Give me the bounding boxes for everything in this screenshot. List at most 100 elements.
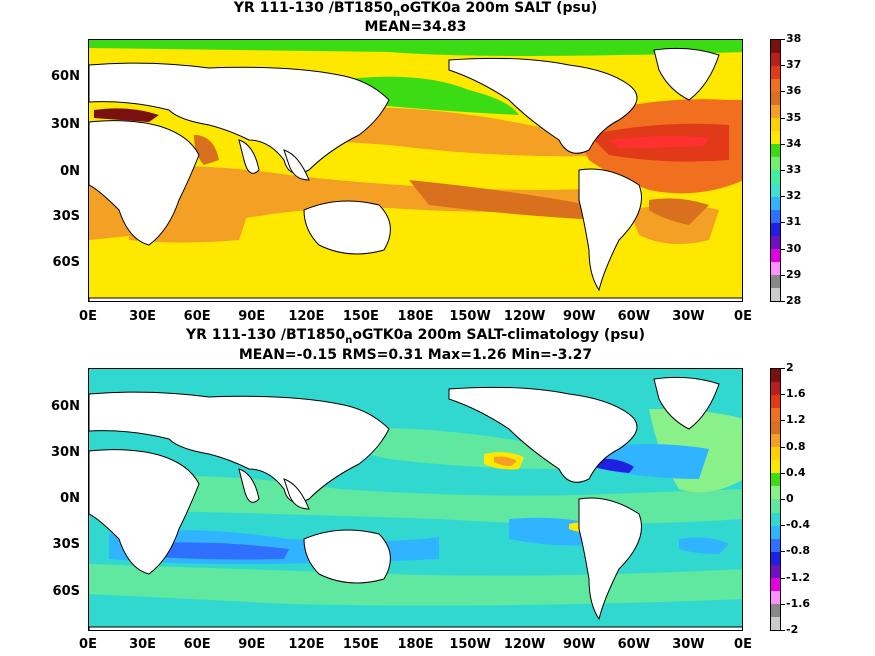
top-colorbar-label: 38 [786,32,802,45]
bottom-colorbar-swatch [771,512,780,526]
top-colorbar-swatch [771,209,780,223]
bottom-colorbar-tick [781,368,785,369]
top-xlabel: 0E [734,309,752,324]
bottom-ylabel-30s: 30S [52,537,80,552]
top-ylabel-30n: 30N [51,117,80,132]
top-title: YR 111-130 /BT1850noGTK0a 200m SALT (psu… [233,0,598,19]
bottom-colorbar-swatch [771,460,780,474]
top-stats: MEAN=34.83 [364,19,467,35]
top-xlabel: 60W [617,309,651,324]
bottom-colorbar-tick [781,499,785,500]
bottom-xlabel: 150E [342,637,379,652]
top-colorbar-tick [781,248,785,250]
top-colorbar-label: 32 [786,189,802,203]
bottom-colorbar-tick [781,630,785,631]
bottom-colorbar-swatch [771,603,780,617]
top-xlabel: 60E [183,309,211,324]
bottom-colorbar-swatch [771,486,780,500]
bottom-xlabel: 0E [79,637,97,652]
top-colorbar-tick [781,170,785,171]
top-colorbar-swatch [771,92,780,106]
bottom-colorbar-tick [781,472,785,474]
top-colorbar-swatch [771,196,780,210]
top-colorbar-label: 36 [786,84,802,98]
bottom-colorbar-label: 1.2 [786,413,806,427]
top-colorbar-label: 31 [786,215,802,229]
top-xlabel: 90W [563,309,596,324]
bottom-colorbar [770,368,781,631]
top-colorbar-swatch [771,170,780,184]
top-ylabel-60n: 60N [51,69,80,84]
bottom-colorbar-tick [781,551,785,553]
top-ylabel-30s: 30S [52,209,80,224]
top-colorbar-tick [781,65,785,67]
top-colorbar-label: 37 [786,58,802,72]
top-colorbar-tick [781,39,785,40]
bottom-colorbar-swatch [771,525,780,539]
bottom-ylabel-60n: 60N [51,399,80,414]
bottom-colorbar-tick [781,525,785,527]
bottom-colorbar-swatch [771,369,780,383]
bottom-colorbar-swatch [771,434,780,448]
top-colorbar-tick [781,301,785,302]
bottom-colorbar-tick [781,446,785,448]
bottom-colorbar-label: -0.4 [786,518,811,532]
top-colorbar-swatch [771,66,780,80]
bottom-ylabel-0n: 0N [60,491,80,506]
bottom-colorbar-swatch [771,564,780,578]
top-colorbar-swatch [771,118,780,132]
top-ylabel-0n: 0N [60,164,80,179]
bottom-anomaly-map [88,368,743,631]
bottom-colorbar-label: -0.8 [786,544,811,558]
top-xlabel: 0E [79,309,97,324]
bottom-colorbar-swatch [771,408,780,422]
top-colorbar-label: 33 [786,163,802,176]
top-colorbar-label: 35 [786,110,802,124]
top-colorbar-tick [781,91,785,93]
bottom-xlabel: 60E [183,637,211,652]
top-colorbar-tick [781,196,785,198]
top-colorbar-swatch [771,105,780,119]
bottom-colorbar-swatch [771,616,780,630]
bottom-colorbar-swatch [771,551,780,565]
top-xlabel: 150E [342,309,379,324]
bottom-colorbar-swatch [771,590,780,604]
top-salinity-map [88,39,743,302]
bottom-colorbar-swatch [771,577,780,591]
bottom-xlabel: 90W [563,637,596,652]
bottom-colorbar-swatch [771,473,780,487]
top-colorbar-tick [781,143,785,145]
top-colorbar-swatch [771,274,780,288]
bottom-ylabel-30n: 30N [51,445,80,460]
bottom-colorbar-label: -2 [786,623,799,636]
top-xlabel: 150W [449,309,491,324]
bottom-colorbar-label: 0.8 [786,439,806,453]
bottom-ylabel-60s: 60S [52,584,80,599]
top-colorbar-label: 29 [786,267,802,281]
bottom-xlabel: 120E [288,637,325,652]
bottom-colorbar-label: 0 [786,492,794,505]
bottom-colorbar-swatch [771,499,780,513]
top-xlabel: 90E [238,309,266,324]
top-colorbar-swatch [771,222,780,236]
bottom-colorbar-label: 2 [786,361,794,374]
top-colorbar-tick [781,117,785,119]
top-colorbar-label: 28 [786,294,802,307]
top-colorbar-swatch [771,40,780,54]
bottom-colorbar-tick [781,603,785,605]
bottom-stats: MEAN=-0.15 RMS=0.31 Max=1.26 Min=-3.27 [238,347,593,363]
top-xlabel: 30W [672,309,705,324]
top-colorbar-swatch [771,235,780,249]
bottom-colorbar-label: -1.2 [786,570,811,584]
bottom-colorbar-tick [781,394,785,396]
bottom-colorbar-swatch [771,447,780,461]
bottom-colorbar-swatch [771,395,780,409]
bottom-colorbar-label: 1.6 [786,387,806,401]
bottom-colorbar-tick [781,420,785,422]
bottom-colorbar-label: 0.4 [786,465,806,479]
bottom-xlabel: 90E [238,637,266,652]
top-xlabel: 30E [129,309,157,324]
top-colorbar-swatch [771,183,780,197]
top-colorbar-tick [781,222,785,224]
top-xlabel: 120W [503,309,546,324]
